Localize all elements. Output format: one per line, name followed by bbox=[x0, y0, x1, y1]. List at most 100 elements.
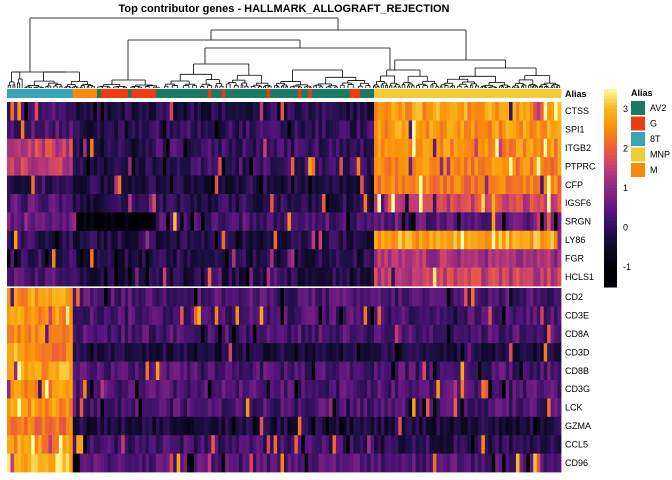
heatmap-cell bbox=[301, 453, 306, 473]
heatmap-cell bbox=[107, 212, 112, 232]
heatmap-cell bbox=[232, 306, 236, 326]
heatmap-cell bbox=[308, 230, 313, 250]
heatmap-cell bbox=[190, 435, 195, 454]
heatmap-cell bbox=[273, 157, 278, 176]
heatmap-cell bbox=[477, 435, 482, 454]
heatmap-cell bbox=[491, 306, 496, 326]
heatmap-cell bbox=[225, 175, 229, 195]
heatmap-cell bbox=[27, 306, 32, 326]
heatmap-cell bbox=[380, 288, 385, 307]
heatmap-cell bbox=[148, 453, 153, 473]
heatmap-cell bbox=[249, 398, 254, 418]
heatmap-cell bbox=[536, 398, 541, 418]
heatmap-cell bbox=[453, 453, 458, 473]
heatmap-cell bbox=[460, 416, 465, 436]
heatmap-cell bbox=[294, 453, 299, 473]
heatmap-cell bbox=[65, 157, 70, 176]
heatmap-cell bbox=[117, 138, 122, 158]
heatmap-cell bbox=[457, 453, 461, 473]
heatmap-cell bbox=[380, 157, 385, 176]
heatmap-cell bbox=[238, 324, 243, 344]
color-scale-swatch bbox=[604, 151, 617, 156]
heatmap-cell bbox=[297, 267, 302, 287]
color-scale-swatch bbox=[604, 204, 617, 209]
heatmap-cell bbox=[308, 249, 313, 268]
heatmap-cell bbox=[439, 435, 444, 454]
heatmap-cell bbox=[131, 288, 136, 307]
heatmap-cell bbox=[370, 343, 375, 362]
heatmap-cell bbox=[266, 194, 271, 213]
heatmap-cell bbox=[34, 212, 39, 232]
heatmap-cell bbox=[543, 102, 548, 121]
heatmap-cell bbox=[301, 416, 306, 436]
heatmap-cell bbox=[190, 398, 195, 418]
annotation-cell bbox=[238, 89, 243, 98]
heatmap-cell bbox=[221, 288, 226, 307]
heatmap-cell bbox=[505, 453, 510, 473]
heatmap-cell bbox=[363, 157, 368, 176]
heatmap-cell bbox=[374, 175, 378, 195]
annotation-cell bbox=[502, 89, 506, 98]
heatmap-cell bbox=[498, 212, 503, 232]
heatmap-cell bbox=[273, 267, 278, 287]
heatmap-cell bbox=[218, 361, 223, 381]
heatmap-cell bbox=[52, 380, 56, 399]
heatmap-cell bbox=[311, 267, 316, 287]
heatmap-cell bbox=[93, 416, 98, 436]
heatmap-cell bbox=[547, 306, 552, 326]
heatmap-cell bbox=[190, 175, 195, 195]
heatmap-cell bbox=[304, 102, 309, 121]
heatmap-cell bbox=[498, 416, 503, 436]
heatmap-cell bbox=[169, 138, 174, 158]
heatmap-cell bbox=[377, 267, 382, 287]
heatmap-cell bbox=[159, 361, 164, 381]
heatmap-cell bbox=[325, 288, 330, 307]
heatmap-cell bbox=[457, 343, 461, 362]
annotation-cell bbox=[138, 89, 143, 98]
heatmap-cell bbox=[10, 306, 15, 326]
heatmap-cell bbox=[100, 416, 105, 436]
heatmap-cell bbox=[38, 380, 43, 399]
heatmap-cell bbox=[65, 175, 70, 195]
heatmap-cell bbox=[540, 453, 545, 473]
heatmap-cell bbox=[27, 288, 32, 307]
heatmap-cell bbox=[304, 138, 309, 158]
heatmap-cell bbox=[83, 194, 88, 213]
heatmap-cell bbox=[83, 416, 88, 436]
heatmap-cell bbox=[429, 288, 434, 307]
heatmap-cell bbox=[200, 398, 205, 418]
heatmap-cell bbox=[453, 194, 458, 213]
heatmap-cell bbox=[318, 435, 323, 454]
heatmap-cell bbox=[193, 120, 198, 140]
heatmap-cell bbox=[412, 380, 416, 399]
color-scale-swatch bbox=[604, 115, 617, 120]
heatmap-cell bbox=[79, 361, 84, 381]
heatmap-cell bbox=[277, 157, 281, 176]
color-scale-swatch bbox=[604, 95, 617, 100]
annotation-cell bbox=[325, 89, 330, 98]
heatmap-cell bbox=[526, 267, 531, 287]
heatmap-cell bbox=[197, 138, 202, 158]
heatmap-cell bbox=[135, 230, 139, 250]
heatmap-cell bbox=[27, 230, 32, 250]
heatmap-cell bbox=[405, 212, 410, 232]
heatmap-cell bbox=[128, 120, 133, 140]
annotation-cell bbox=[27, 89, 32, 98]
heatmap-cell bbox=[450, 288, 455, 307]
heatmap-cell bbox=[318, 453, 323, 473]
heatmap-cell bbox=[228, 230, 233, 250]
heatmap-cell bbox=[470, 416, 475, 436]
heatmap-cell bbox=[495, 230, 500, 250]
heatmap-cell bbox=[7, 306, 11, 326]
color-scale-swatch bbox=[604, 138, 617, 143]
heatmap-cell bbox=[232, 212, 236, 232]
heatmap-cell bbox=[384, 398, 389, 418]
heatmap-cell bbox=[384, 267, 389, 287]
heatmap-cell bbox=[287, 194, 292, 213]
annotation-cell bbox=[356, 89, 361, 98]
heatmap-cell bbox=[529, 212, 534, 232]
heatmap-cell bbox=[86, 288, 91, 307]
heatmap-cell bbox=[249, 120, 254, 140]
heatmap-cell bbox=[346, 306, 351, 326]
heatmap-cell bbox=[512, 249, 517, 268]
